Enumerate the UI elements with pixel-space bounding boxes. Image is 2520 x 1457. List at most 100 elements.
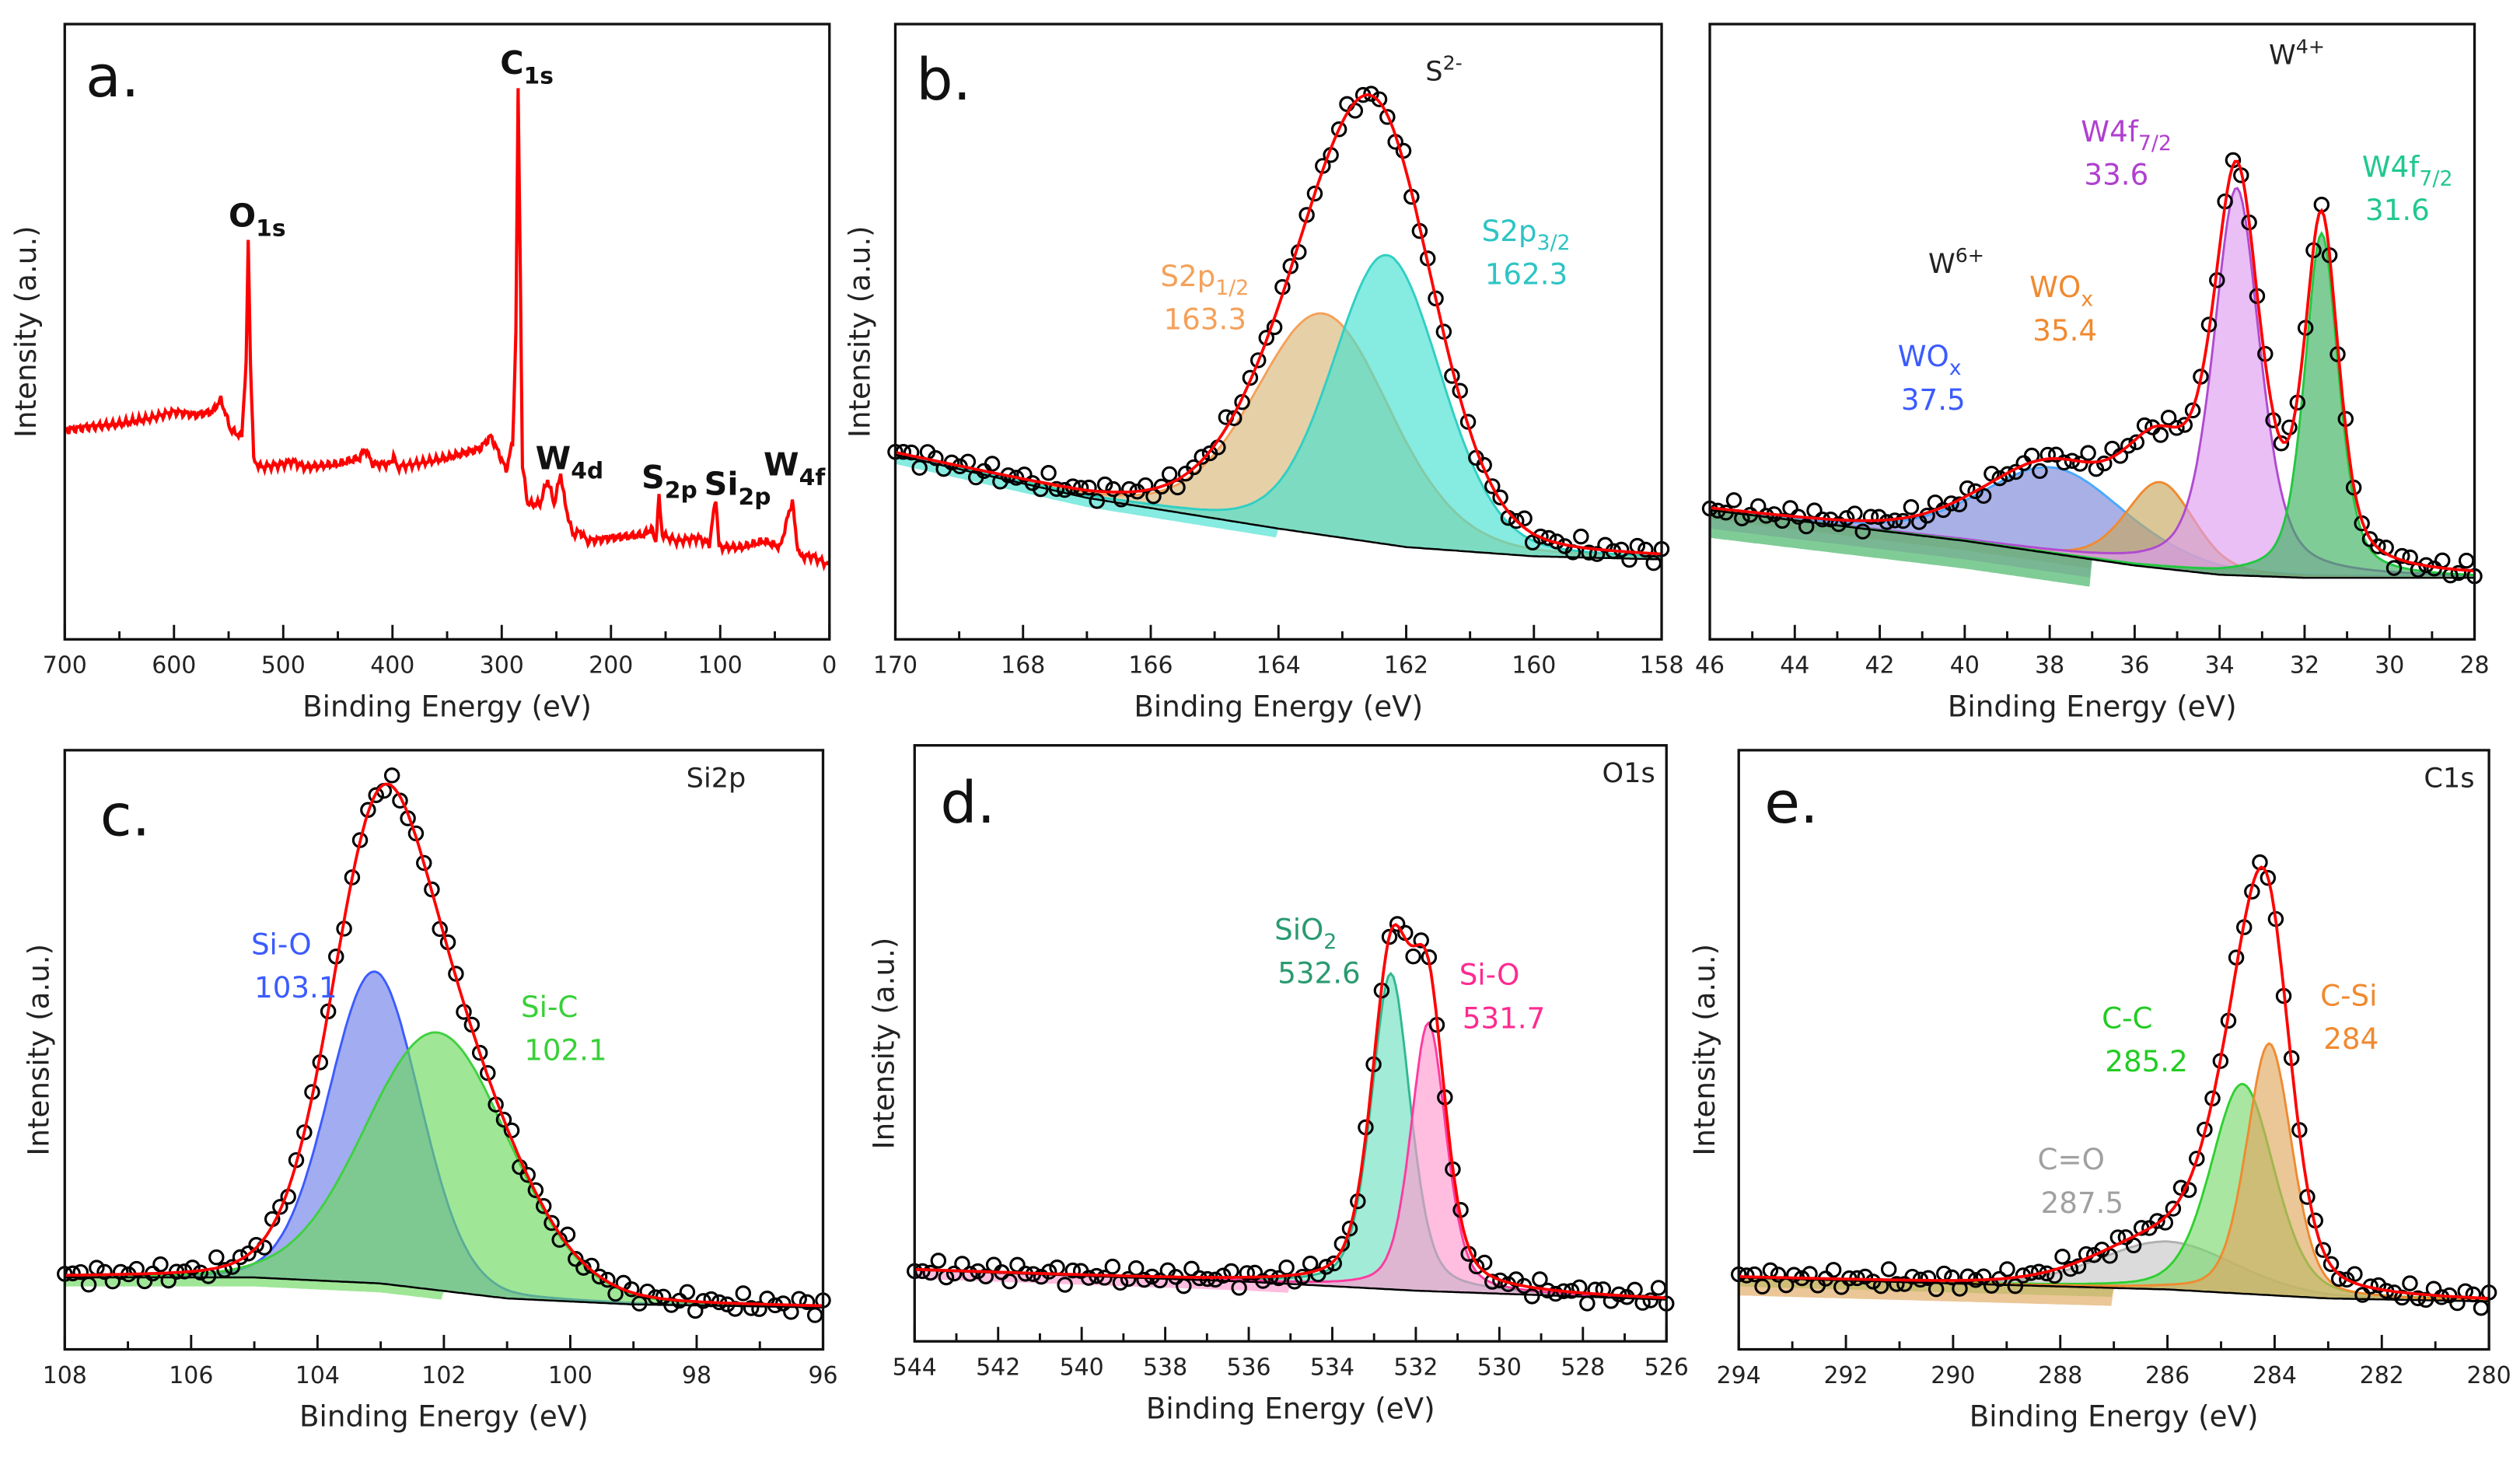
- data-point: [2125, 1237, 2142, 1254]
- data-point: [1573, 528, 1589, 545]
- x-tick-label: 108: [43, 1362, 87, 1389]
- peak-label-w4d: W4d: [536, 439, 604, 484]
- data-point: [2152, 427, 2169, 443]
- x-tick-label: 600: [152, 652, 196, 680]
- component-value-0: 532.6: [1277, 956, 1360, 990]
- state-annotation-0-superscript: 2-: [1443, 51, 1463, 74]
- x-tick-label: 100: [548, 1362, 592, 1389]
- data-point: [1137, 477, 1154, 494]
- data-point: [216, 1262, 232, 1278]
- background-line: [1709, 508, 2475, 579]
- component-label-2-main: W4f: [2081, 114, 2138, 148]
- component-label-1-main: Si-O: [1459, 958, 1520, 992]
- state-annotation-1: W6+: [1928, 244, 1984, 280]
- data-point: [1920, 1270, 1937, 1287]
- data-point: [1049, 1259, 1065, 1276]
- state-annotation-1-superscript: 6+: [1956, 244, 1984, 267]
- data-point: [2070, 1258, 2087, 1274]
- data-point: [1589, 546, 1606, 562]
- data-point: [1231, 1280, 1247, 1296]
- data-point: [2354, 1287, 2371, 1303]
- data-point: [2189, 1151, 2205, 1167]
- data-point: [945, 1265, 963, 1282]
- data-point: [2315, 1242, 2332, 1258]
- x-tick-label: 44: [1780, 652, 1809, 680]
- x-tick-label: 100: [698, 652, 743, 680]
- x-tick-label: 104: [295, 1362, 340, 1389]
- component-label-2-main: C-Si: [2320, 978, 2377, 1012]
- data-point: [977, 1268, 994, 1284]
- data-point: [184, 1260, 201, 1276]
- data-point: [2385, 560, 2403, 576]
- component-fill-532.6: [914, 973, 1667, 1300]
- x-tick-label: 290: [1931, 1362, 1975, 1389]
- plot-frame: [63, 23, 831, 641]
- data-point: [679, 1284, 696, 1301]
- x-tick-label: 542: [976, 1354, 1020, 1382]
- x-tick-label: 168: [1001, 652, 1045, 680]
- x-tick-label: 532: [1393, 1354, 1438, 1382]
- data-point: [1330, 121, 1347, 138]
- data-point: [806, 1307, 823, 1323]
- data-point: [1389, 916, 1406, 932]
- data-point: [96, 1263, 113, 1281]
- data-point: [1798, 518, 1815, 535]
- data-point: [1294, 1268, 1311, 1285]
- peak-label-si2p-subscript: 2p: [739, 484, 771, 511]
- data-point: [1096, 1270, 1113, 1286]
- data-point: [152, 1256, 169, 1273]
- data-point: [2007, 1277, 2024, 1295]
- x-tick-label: 526: [1644, 1354, 1689, 1382]
- component-label-0: SiO2: [1274, 913, 1337, 954]
- data-point: [2096, 455, 2113, 472]
- data-point: [416, 854, 432, 872]
- data-point: [2072, 456, 2088, 472]
- component-value-2: 284: [2323, 1022, 2378, 1056]
- component-fill-31.6: [1710, 233, 2475, 587]
- panel-letter: a.: [86, 43, 139, 110]
- x-tick-label: 534: [1310, 1354, 1354, 1382]
- component-value-1: 531.7: [1463, 1001, 1545, 1035]
- data-point: [240, 1245, 257, 1262]
- data-point: [1040, 465, 1057, 481]
- component-label-2-subscript: 7/2: [2138, 131, 2172, 155]
- data-point: [1650, 1280, 1667, 1296]
- component-value-0: 37.5: [1901, 383, 1966, 417]
- data-point: [1484, 478, 1501, 494]
- data-point: [2056, 454, 2072, 471]
- x-tick-label: 544: [893, 1354, 937, 1382]
- component-label-1: S2p3/2: [1482, 214, 1571, 255]
- data-point: [2473, 1300, 2490, 1316]
- component-label-1: Si-C: [521, 990, 578, 1024]
- data-point: [2176, 417, 2193, 433]
- data-point: [1405, 948, 1421, 965]
- y-axis-label: Intensity (a.u.): [9, 225, 43, 438]
- x-tick-label: 158: [1639, 652, 1683, 680]
- component-label-1: C-C: [2102, 1001, 2152, 1035]
- data-point: [1857, 1268, 1874, 1285]
- data-point: [1105, 480, 1121, 498]
- data-point: [2465, 1286, 2482, 1303]
- data-point: [1318, 1259, 1334, 1275]
- component-value-1: 102.1: [524, 1033, 606, 1067]
- background-line: [895, 453, 1662, 561]
- data-point: [1492, 489, 1508, 506]
- component-label-0-main: Si-O: [251, 927, 312, 961]
- component-label-0: Si-O: [251, 927, 312, 961]
- x-tick-label: 280: [2467, 1362, 2511, 1389]
- component-label-0-subscript: 2: [1323, 930, 1337, 954]
- x-tick-label: 286: [2145, 1362, 2190, 1389]
- data-point: [1587, 1281, 1603, 1298]
- data-point: [2120, 438, 2137, 454]
- state-annotation-1-main: W: [1928, 248, 1956, 280]
- component-label-2: W4f7/2: [2081, 114, 2172, 155]
- data-point: [2160, 409, 2177, 426]
- component-label-0: WOx: [1898, 339, 1962, 380]
- x-tick-label: 106: [169, 1362, 213, 1389]
- component-fill-531.7: [914, 1022, 1667, 1300]
- x-tick-label: 292: [1823, 1362, 1868, 1389]
- state-annotation-0-main: W: [2269, 40, 2296, 72]
